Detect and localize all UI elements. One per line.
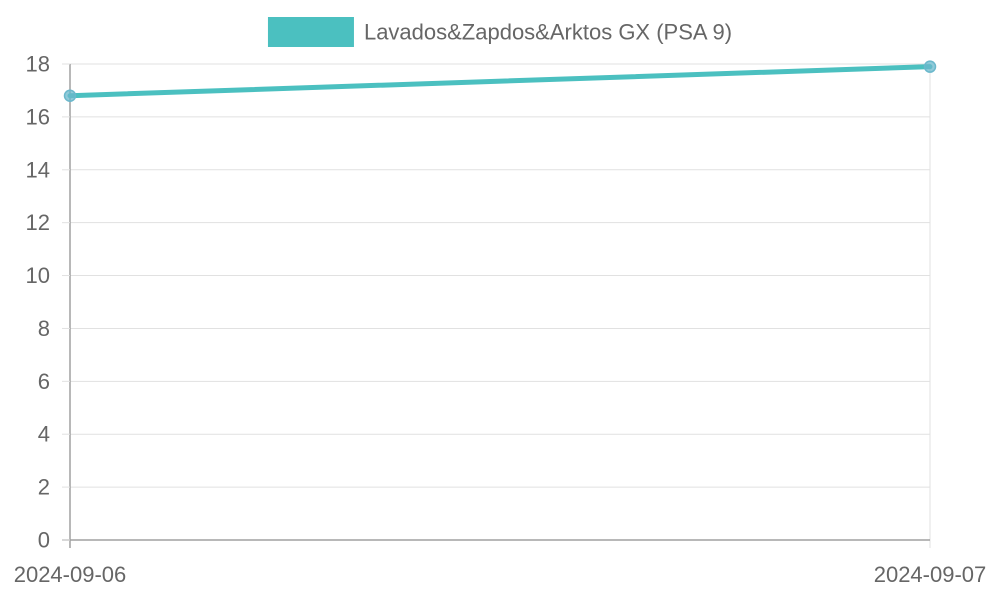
y-tick-label: 6 <box>38 369 50 394</box>
y-tick-label: 12 <box>26 210 50 235</box>
y-tick-label: 18 <box>26 52 50 77</box>
x-tick-label: 2024-09-06 <box>14 562 127 587</box>
legend[interactable]: Lavados&Zapdos&Arktos GX (PSA 9) <box>267 17 732 47</box>
y-tick-label: 8 <box>38 316 50 341</box>
data-point[interactable] <box>923 60 937 73</box>
y-tick-label: 2 <box>38 475 50 500</box>
data-point[interactable] <box>63 89 77 102</box>
legend-label: Lavados&Zapdos&Arktos GX (PSA 9) <box>364 20 732 45</box>
legend-swatch[interactable] <box>267 17 354 47</box>
series-layer <box>63 60 937 102</box>
y-axis-ticks: 0 2 4 6 8 10 12 14 16 18 <box>26 52 70 553</box>
axes <box>62 64 930 548</box>
series-line <box>67 64 933 99</box>
grid-lines <box>70 63 931 548</box>
y-tick-label: 10 <box>26 263 50 288</box>
x-axis-ticks: 2024-09-06 2024-09-07 <box>14 562 987 587</box>
y-tick-label: 0 <box>38 528 50 553</box>
y-tick-label: 4 <box>38 422 50 447</box>
y-tick-label: 16 <box>26 104 50 129</box>
y-tick-label: 14 <box>26 157 50 182</box>
x-tick-label: 2024-09-07 <box>874 562 987 587</box>
series-group <box>63 60 937 102</box>
